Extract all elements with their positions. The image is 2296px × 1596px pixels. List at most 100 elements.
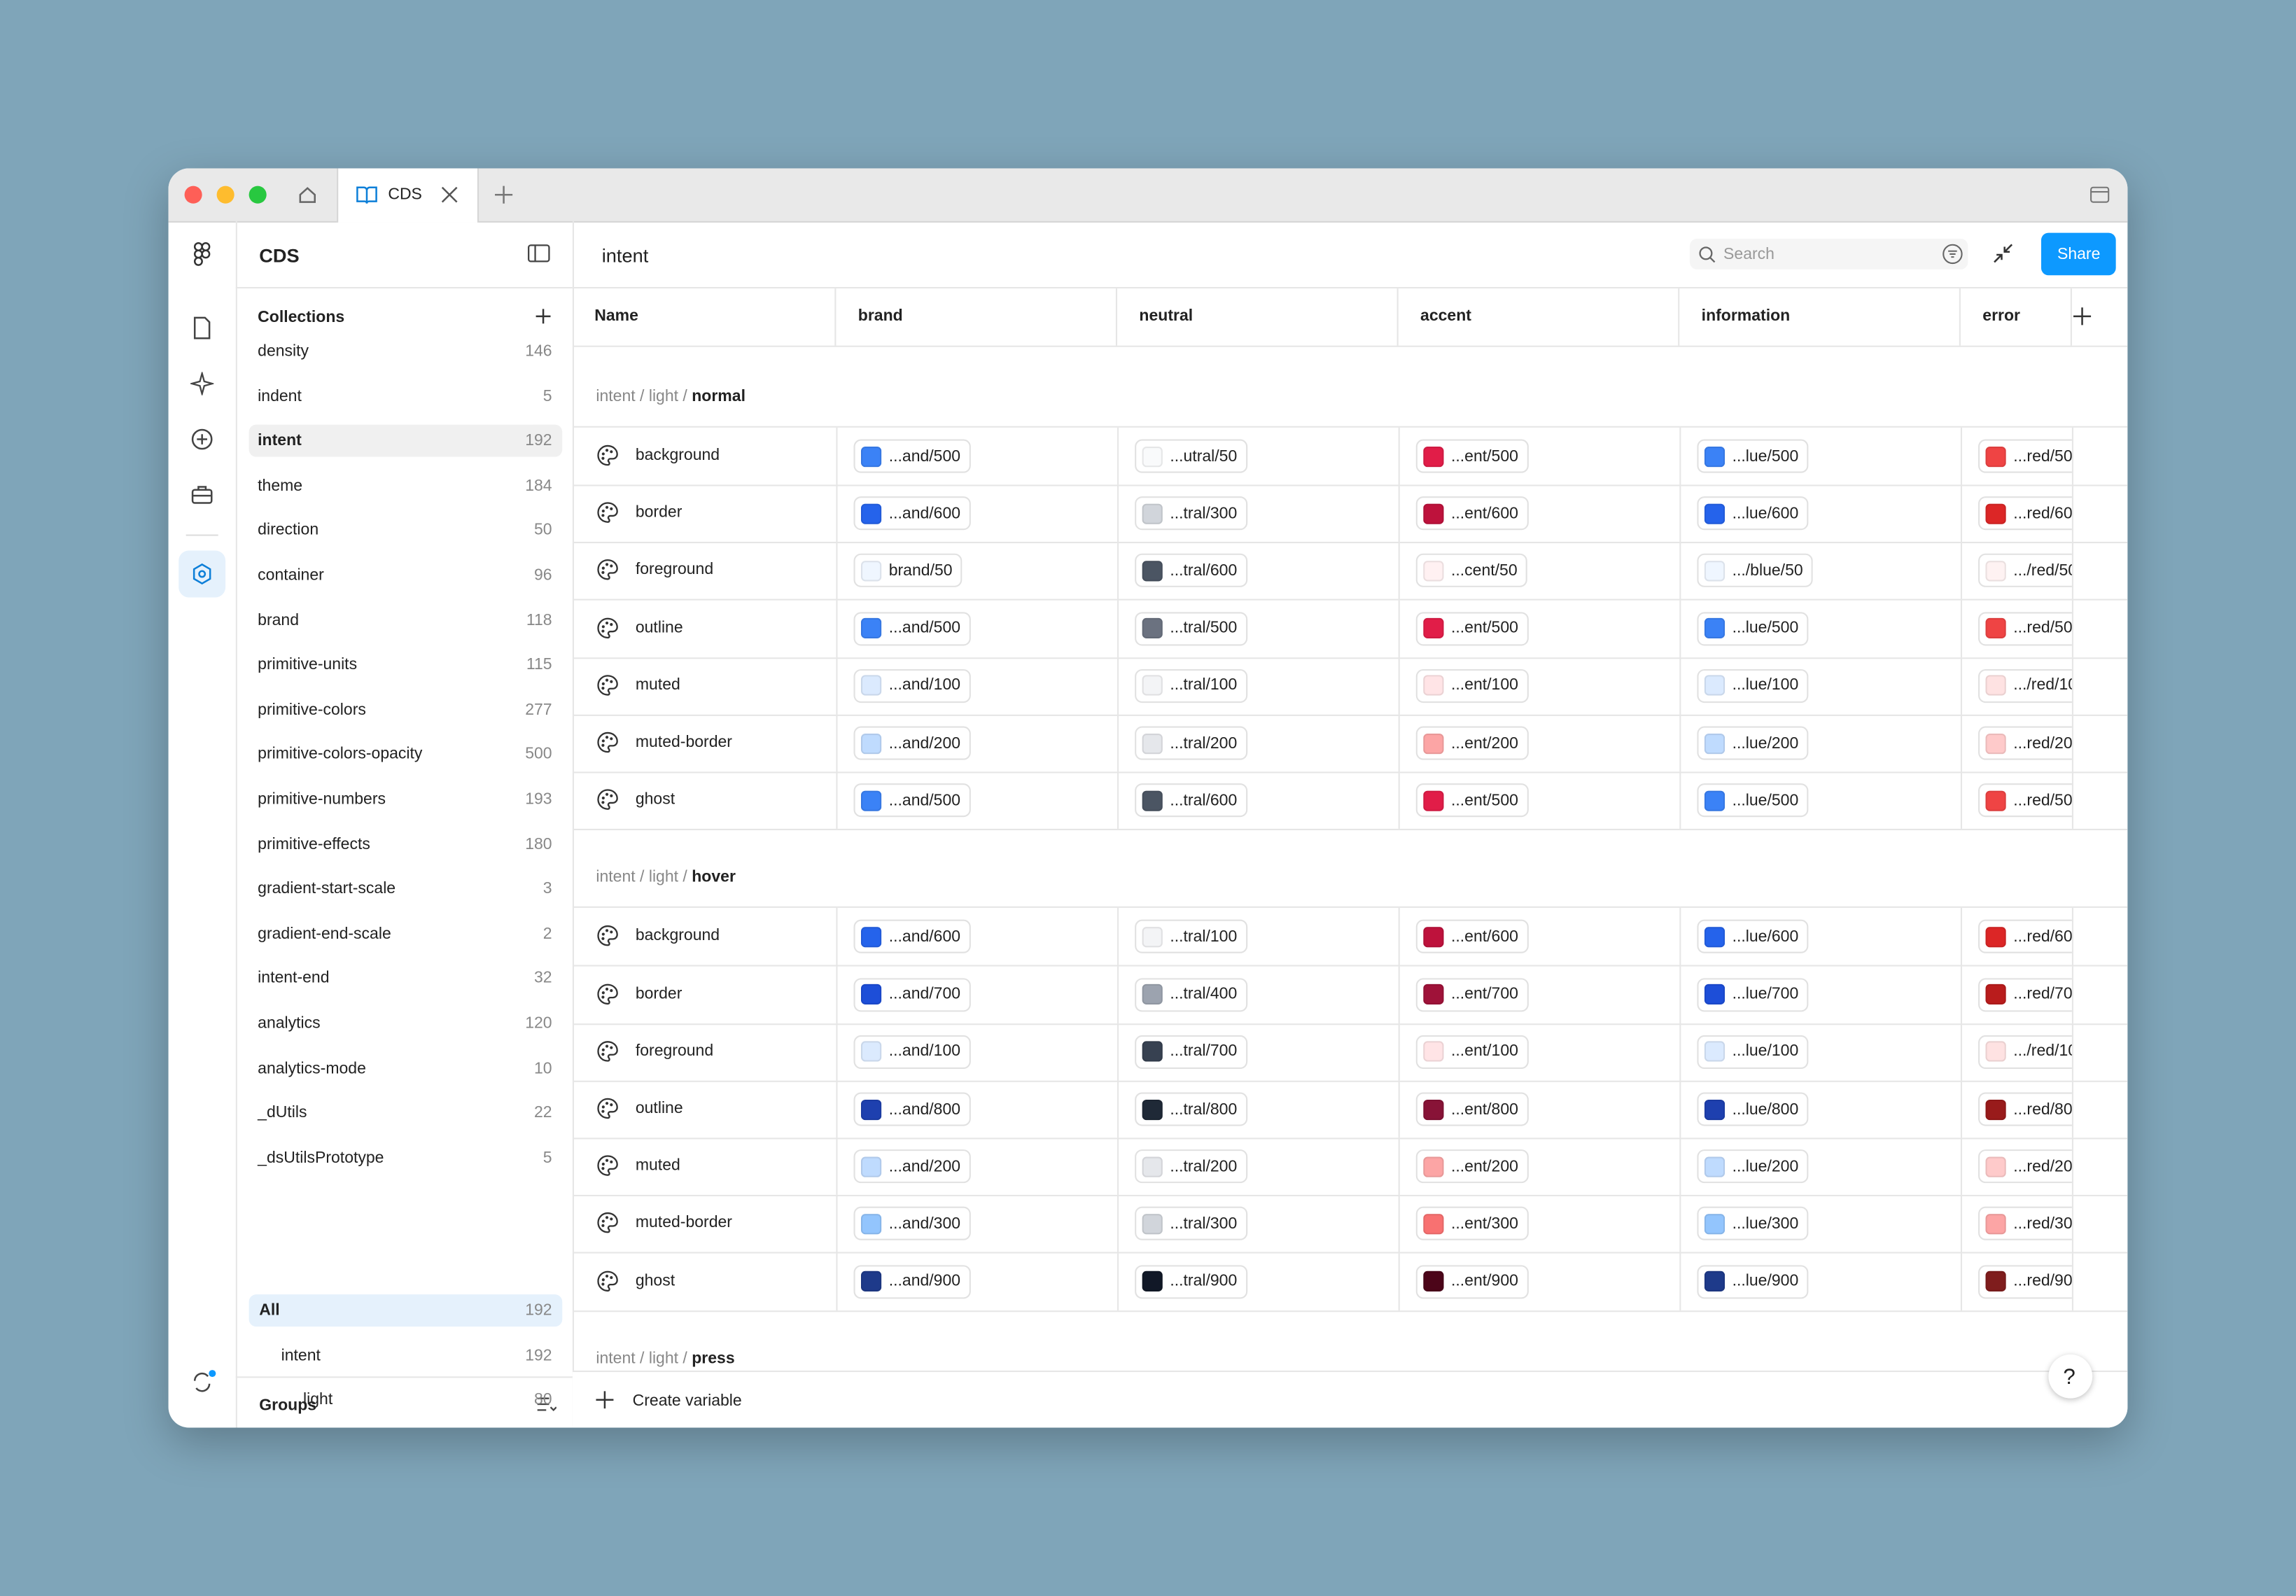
value-chip[interactable]: ...red/200 (1978, 1149, 2072, 1184)
value-cell[interactable]: ...and/600 (836, 484, 1117, 542)
variable-row[interactable]: muted-border ...and/200 ...tral/200 ...ent/… (572, 714, 2128, 774)
value-chip[interactable]: ...lue/800 (1697, 1092, 1809, 1126)
value-cell[interactable]: ...ent/900 (1398, 1252, 1680, 1310)
value-cell[interactable]: ...tral/300 (1117, 484, 1399, 542)
value-cell[interactable]: ...tral/100 (1117, 908, 1399, 966)
plus-icon[interactable] (190, 428, 214, 451)
collection-item[interactable]: indent 5 (249, 380, 563, 412)
value-chip[interactable]: ...red/600 (1978, 496, 2072, 531)
value-cell[interactable]: .../red/100 (1960, 1023, 2072, 1081)
value-chip[interactable]: ...tral/300 (1135, 496, 1247, 531)
value-cell[interactable]: ...tral/200 (1117, 1138, 1399, 1196)
group-item[interactable]: light 80 (249, 1384, 563, 1416)
value-cell[interactable]: ...and/200 (836, 714, 1117, 772)
collection-item[interactable]: primitive-numbers 193 (249, 783, 563, 816)
collection-item[interactable]: container 96 (249, 559, 563, 592)
collection-item[interactable]: gradient-end-scale 2 (249, 918, 563, 950)
variable-row[interactable]: background ...and/500 ...utral/50 ...ent/50… (572, 427, 2128, 486)
collection-item[interactable]: theme 184 (249, 470, 563, 502)
value-cell[interactable]: ...and/600 (836, 908, 1117, 966)
share-button[interactable]: Share (2040, 232, 2116, 276)
collection-item[interactable]: analytics 120 (249, 1007, 563, 1040)
value-cell[interactable]: ...tral/700 (1117, 1023, 1399, 1081)
value-cell[interactable]: ...tral/900 (1117, 1252, 1399, 1310)
value-chip[interactable]: ...lue/500 (1697, 611, 1809, 645)
toolbox-icon[interactable] (190, 483, 214, 506)
collection-item[interactable]: _dUtils 22 (249, 1097, 563, 1129)
collection-item[interactable]: primitive-colors 277 (249, 694, 563, 726)
value-chip[interactable]: ...ent/800 (1415, 1092, 1529, 1126)
value-cell[interactable]: ...lue/100 (1679, 1023, 1961, 1081)
value-chip[interactable]: ...lue/500 (1697, 783, 1809, 818)
value-chip[interactable]: ...tral/600 (1135, 783, 1247, 818)
value-chip[interactable]: ...red/500 (1978, 439, 2072, 473)
value-chip[interactable]: .../red/50 (1978, 554, 2072, 588)
value-chip[interactable]: ...and/800 (853, 1092, 971, 1126)
min-dot[interactable] (216, 186, 234, 204)
value-cell[interactable]: ...red/200 (1960, 1138, 2072, 1196)
value-cell[interactable]: ...ent/600 (1398, 484, 1680, 542)
value-chip[interactable]: ...and/500 (853, 439, 971, 473)
value-chip[interactable]: ...lue/100 (1697, 1035, 1809, 1069)
value-chip[interactable]: ...lue/600 (1697, 920, 1809, 954)
value-cell[interactable]: ...lue/200 (1679, 714, 1961, 772)
value-cell[interactable]: ...lue/800 (1679, 1080, 1961, 1138)
value-chip[interactable]: ...ent/600 (1415, 496, 1529, 531)
value-cell[interactable]: ...ent/800 (1398, 1080, 1680, 1138)
collection-item[interactable]: primitive-colors-opacity 500 (249, 738, 563, 771)
value-cell[interactable]: ...lue/200 (1679, 1138, 1961, 1196)
value-cell[interactable]: ...tral/500 (1117, 599, 1399, 657)
help-button[interactable]: ? (2048, 1354, 2093, 1399)
value-chip[interactable]: ...ent/200 (1415, 726, 1529, 760)
variable-row[interactable]: ghost ...and/900 ...tral/900 ...ent/900 ...l… (572, 1252, 2128, 1312)
collection-item[interactable]: _dsUtilsPrototype 5 (249, 1142, 563, 1174)
value-chip[interactable]: ...cent/50 (1415, 554, 1528, 588)
value-chip[interactable]: ...ent/700 (1415, 977, 1529, 1011)
value-cell[interactable]: ...and/200 (836, 1138, 1117, 1196)
variable-row[interactable]: background ...and/600 ...tral/100 ...ent/60… (572, 908, 2128, 967)
value-chip[interactable]: ...lue/200 (1697, 1149, 1809, 1184)
sparkle-icon[interactable] (190, 372, 214, 396)
value-cell[interactable]: ...lue/500 (1679, 771, 1961, 830)
figma-logo[interactable] (190, 241, 214, 268)
column-header[interactable]: Name (573, 288, 836, 346)
value-chip[interactable]: ...red/300 (1978, 1207, 2072, 1241)
value-cell[interactable]: ...tral/400 (1117, 965, 1399, 1023)
value-cell[interactable]: ...and/300 (836, 1195, 1117, 1253)
value-cell[interactable]: ...and/500 (836, 771, 1117, 830)
value-chip[interactable]: ...tral/100 (1135, 668, 1247, 703)
value-chip[interactable]: ...lue/300 (1697, 1207, 1809, 1241)
value-cell[interactable]: ...tral/300 (1117, 1195, 1399, 1253)
value-cell[interactable]: ...and/800 (836, 1080, 1117, 1138)
value-chip[interactable]: .../red/100 (1978, 668, 2072, 703)
value-cell[interactable]: ...lue/600 (1679, 908, 1961, 966)
value-chip[interactable]: ...lue/200 (1697, 726, 1809, 760)
window-icon[interactable] (2090, 185, 2110, 205)
value-chip[interactable]: ...tral/200 (1135, 726, 1247, 760)
value-chip[interactable]: ...tral/400 (1135, 977, 1247, 1011)
value-cell[interactable]: ...ent/200 (1398, 714, 1680, 772)
value-chip[interactable]: ...and/600 (853, 920, 971, 954)
group-item[interactable]: intent 192 (249, 1339, 563, 1371)
value-chip[interactable]: ...lue/700 (1697, 977, 1809, 1011)
value-chip[interactable]: ...and/100 (853, 1035, 971, 1069)
value-chip[interactable]: ...ent/100 (1415, 1035, 1529, 1069)
value-cell[interactable]: ...red/600 (1960, 908, 2072, 966)
value-cell[interactable]: ...red/600 (1960, 484, 2072, 542)
search-box[interactable]: Search (1689, 238, 1968, 270)
value-chip[interactable]: ...red/200 (1978, 726, 2072, 760)
variable-row[interactable]: border ...and/700 ...tral/400 ...ent/700...… (572, 965, 2128, 1025)
group-item[interactable]: All 192 (248, 1294, 563, 1327)
value-cell[interactable]: ...red/700 (1960, 965, 2072, 1023)
collection-item[interactable]: analytics-mode 10 (249, 1052, 563, 1084)
max-dot[interactable] (248, 186, 267, 204)
value-chip[interactable]: ...and/500 (853, 611, 971, 645)
value-chip[interactable]: ...and/200 (853, 726, 971, 760)
value-chip[interactable]: ...lue/600 (1697, 496, 1809, 531)
value-chip[interactable]: ...and/900 (853, 1264, 971, 1298)
collection-item[interactable]: density 146 (249, 335, 563, 368)
value-chip[interactable]: ...tral/800 (1135, 1092, 1247, 1126)
collection-item[interactable]: brand 118 (249, 604, 563, 636)
value-chip[interactable]: .../blue/50 (1697, 554, 1814, 588)
variable-row[interactable]: outline ...and/800 ...tral/800 ...ent/800..… (572, 1080, 2128, 1140)
